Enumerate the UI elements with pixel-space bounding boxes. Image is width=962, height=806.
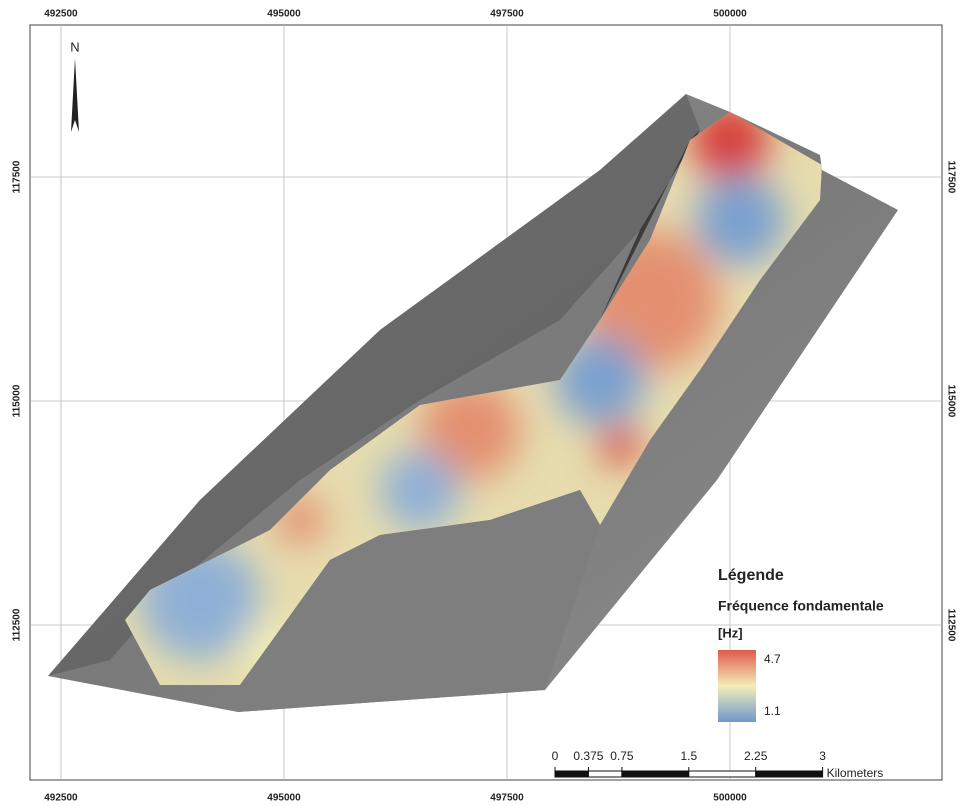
y-coord-label: 112500 [945, 609, 956, 642]
legend-high: 4.7 [764, 652, 781, 666]
scale-label: 2.25 [744, 749, 768, 763]
y-coord-label: 117500 [12, 160, 23, 193]
scale-label: 3 [819, 749, 826, 763]
north-label: N [70, 39, 79, 54]
y-coord-label: 115000 [12, 384, 23, 417]
x-coord-label: 495000 [267, 793, 301, 804]
scale-segment [756, 771, 823, 777]
scale-segment [622, 771, 689, 777]
scale-label: 0.75 [610, 749, 634, 763]
scale-segment [555, 771, 588, 777]
legend-ramp [718, 650, 756, 722]
scale-label: 0 [552, 749, 559, 763]
y-coord-label: 112500 [12, 608, 23, 641]
y-coord-label: 117500 [945, 161, 956, 194]
scale-segment [588, 771, 621, 777]
map: N Légende Fréquence fondamentale [Hz] 4.… [0, 0, 962, 806]
x-coord-label: 492500 [44, 793, 78, 804]
x-coord-label: 500000 [713, 793, 747, 804]
scale-label: 1.5 [680, 749, 697, 763]
x-coord-label: 497500 [490, 793, 524, 804]
x-coord-label: 492500 [44, 9, 78, 20]
scale-label: 0.375 [573, 749, 603, 763]
scale-segment [689, 771, 756, 777]
scale-unit: Kilometers [827, 766, 884, 780]
x-coord-label: 500000 [713, 9, 747, 20]
x-coord-label: 497500 [490, 9, 524, 20]
legend-low: 1.1 [764, 704, 781, 718]
y-coord-label: 115000 [945, 385, 956, 418]
legend-title: Légende [718, 567, 784, 584]
x-coord-label: 495000 [267, 9, 301, 20]
legend-layer: Fréquence fondamentale [718, 598, 884, 614]
legend-unit: [Hz] [718, 625, 743, 640]
